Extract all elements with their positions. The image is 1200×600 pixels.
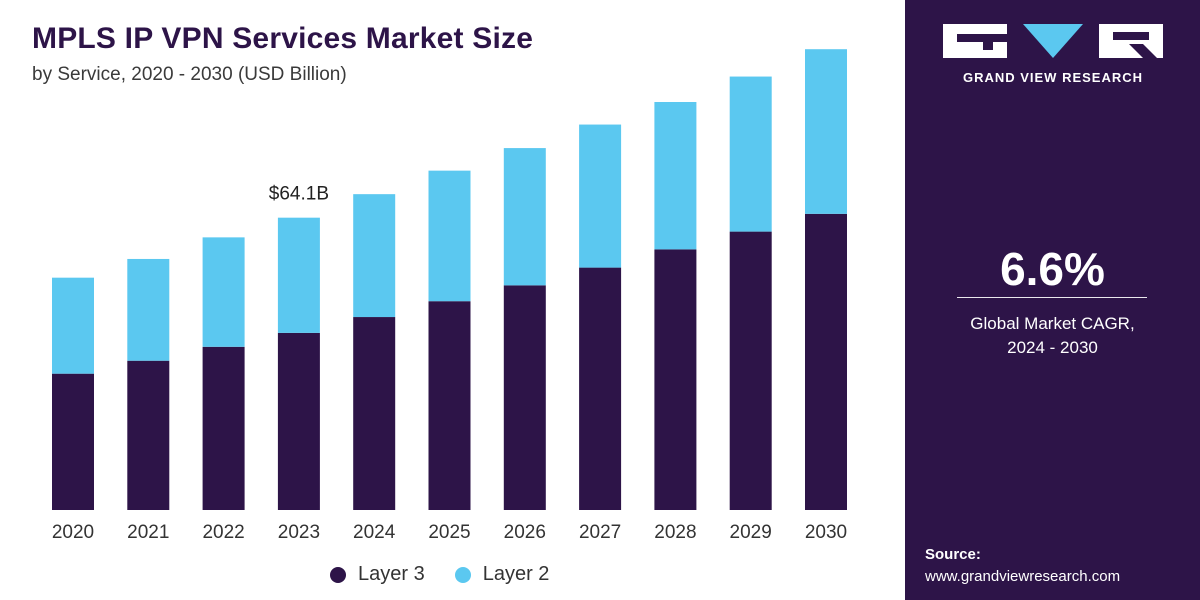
bar-layer-3-2029 — [729, 231, 772, 510]
bar-layer-2-2020 — [52, 277, 94, 374]
x-tick-label-2029: 2029 — [730, 522, 772, 543]
x-tick-label-2020: 2020 — [52, 522, 94, 543]
bar-layer-2-2022 — [202, 237, 245, 347]
bar-layer-2-2024 — [353, 194, 396, 318]
cagr-value: 6.6% — [1000, 243, 1105, 295]
x-tick-label-2027: 2027 — [579, 522, 621, 543]
bar-layer-3-2022 — [202, 346, 245, 510]
legend-label-layer-3: Layer 3 — [358, 563, 425, 585]
gvr-logo-icon — [943, 24, 1163, 58]
bar-layer-2-2026 — [503, 148, 546, 286]
info-panel: GRAND VIEW RESEARCH 6.6% Global Market C… — [905, 0, 1200, 600]
bar-chart: 2020 2021 2022 2023 $64.1B 2024 2025 2026 2027 20… — [52, 49, 847, 543]
bar-layer-2-2021 — [127, 258, 170, 361]
x-tick-label-2025: 2025 — [428, 522, 470, 543]
chart-subtitle: by Service, 2020 - 2030 (USD Billion) — [32, 64, 347, 85]
chart-panel: MPLS IP VPN Services Market Size by Serv… — [32, 22, 848, 586]
data-label-2023: $64.1B — [269, 184, 329, 205]
bar-layer-3-2020 — [52, 373, 94, 510]
bar-layer-3-2027 — [579, 267, 622, 510]
legend-swatch-layer-2 — [454, 566, 471, 583]
legend-item-layer-3: Layer 3 — [330, 563, 425, 586]
bar-layer-2-2029 — [729, 76, 772, 232]
bar-layer-3-2028 — [654, 249, 697, 511]
bar-layer-3-2026 — [503, 285, 546, 510]
chart-title: MPLS IP VPN Services Market Size — [32, 22, 534, 55]
chart-legend: Layer 3 Layer 2 — [330, 563, 549, 586]
x-tick-label-2028: 2028 — [654, 522, 696, 543]
legend-swatch-layer-3 — [330, 566, 346, 583]
cagr-label-line-2: 2024 - 2030 — [1007, 338, 1098, 357]
bar-layer-2-2023 — [277, 217, 320, 333]
bar-layer-3-2021 — [127, 360, 170, 510]
logo-text: GRAND VIEW RESEARCH — [962, 70, 1144, 85]
cagr-label: Global Market CAGR, 2024 - 2030 — [905, 312, 1200, 360]
bar-layer-3-2024 — [353, 317, 396, 510]
bar-layer-2-2025 — [428, 170, 471, 302]
bar-layer-3-2023 — [277, 332, 320, 510]
bar-layer-3-2030 — [805, 213, 847, 510]
x-tick-label-2030: 2030 — [805, 522, 847, 543]
bar-layer-2-2028 — [654, 102, 697, 250]
legend-item-layer-2: Layer 2 — [454, 563, 550, 586]
x-tick-label-2024: 2024 — [353, 522, 396, 543]
bar-layer-3-2025 — [428, 301, 471, 510]
bar-layer-2-2030 — [805, 49, 847, 214]
x-tick-label-2021: 2021 — [127, 522, 169, 543]
x-tick-label-2026: 2026 — [504, 522, 546, 543]
cagr-label-line-1: Global Market CAGR, — [970, 314, 1135, 333]
x-tick-label-2023: 2023 — [278, 522, 320, 543]
legend-label-layer-2: Layer 2 — [482, 563, 550, 585]
source-label: Source: — [925, 546, 981, 563]
source-url: www.grandviewresearch.com — [925, 568, 1121, 585]
bar-layer-2-2027 — [579, 124, 622, 268]
x-tick-label-2022: 2022 — [202, 522, 244, 543]
cagr-divider — [957, 297, 1147, 298]
